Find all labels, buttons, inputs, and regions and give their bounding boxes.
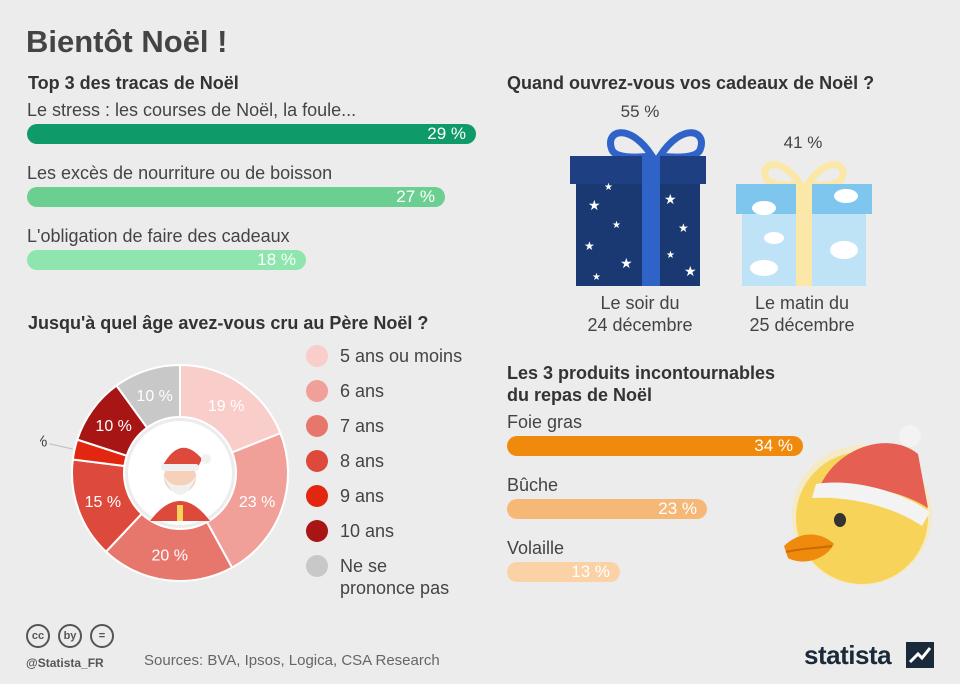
produit-bar: 34 % (507, 436, 803, 456)
legend-label: prononce pas (340, 578, 450, 598)
legend-label: 9 ans (340, 486, 385, 506)
gifts-illustration: ★ ★ ★ ★ ★ ★ ★ ★ ★ ★ (570, 129, 872, 286)
donut-slice (205, 431, 289, 569)
legend-label: 8 ans (340, 451, 385, 471)
svg-text:★: ★ (666, 250, 675, 261)
svg-text:★: ★ (584, 239, 595, 253)
tracas-label: Les excès de nourriture ou de boisson (27, 163, 333, 183)
legend-swatch (306, 345, 328, 367)
produit-label: Volaille (507, 538, 565, 558)
tracas-label: L'obligation de faire des cadeaux (27, 226, 290, 246)
svg-text:★: ★ (588, 198, 601, 214)
legend-label: 6 ans (340, 381, 385, 401)
svg-text:★: ★ (592, 272, 601, 283)
donut-slice (115, 363, 181, 430)
gift-caption-25-line2: 25 décembre (749, 315, 855, 335)
gift-caption-24-line1: Le soir du (600, 293, 680, 313)
page-title: Bientôt Noël ! (26, 24, 228, 59)
svg-text:★: ★ (678, 221, 689, 235)
statista-logo-icon (906, 642, 934, 668)
produits-heading: Les 3 produits incontournables du repas … (507, 362, 775, 406)
donut-label: 3 % (40, 433, 47, 450)
tracas-heading: Top 3 des tracas de Noël (28, 73, 239, 93)
produit-label: Foie gras (507, 412, 583, 432)
gift-value-24: 55 % (620, 102, 660, 121)
gift-value-25: 41 % (783, 133, 823, 152)
donut-label: 20 % (151, 547, 187, 564)
chick-santa-icon (784, 425, 932, 585)
legend-label: 7 ans (340, 416, 385, 436)
santa-icon (128, 421, 232, 525)
tracas-bar: 29 % (27, 124, 476, 144)
svg-text:★: ★ (620, 256, 633, 272)
tracas-label: Le stress : les courses de Noël, la foul… (27, 100, 357, 120)
legend-label: Ne se (340, 556, 388, 576)
donut-label: 23 % (239, 494, 275, 511)
cc-license: cc by = (26, 624, 114, 648)
age-donut-chart: 19 % 23 % 20 % 15 % 3 % 10 % 10 % (40, 363, 289, 582)
sources: Sources: BVA, Ipsos, Logica, CSA Researc… (144, 652, 440, 669)
donut-label: 10 % (136, 388, 172, 405)
legend-label: 5 ans ou moins (340, 346, 463, 366)
tracas-bar: 18 % (27, 250, 306, 270)
legend-swatch (306, 555, 328, 577)
age-heading: Jusqu'à quel âge avez-vous cru au Père N… (28, 313, 429, 333)
donut-label: 10 % (95, 418, 131, 435)
svg-text:★: ★ (612, 220, 621, 231)
gift-caption-24: Le soir du 24 décembre (560, 292, 720, 336)
gift-caption-25: Le matin du 25 décembre (722, 292, 882, 336)
tracas-bar: 27 % (27, 187, 445, 207)
donut-label: 19 % (208, 398, 244, 415)
statista-logo[interactable]: statista (804, 640, 892, 670)
cadeaux-heading: Quand ouvrez-vous vos cadeaux de Noël ? (507, 73, 875, 93)
donut-label: 15 % (85, 494, 121, 511)
legend-label: 10 ans (340, 521, 395, 541)
svg-text:★: ★ (664, 192, 677, 208)
legend-swatch (306, 450, 328, 472)
svg-text:★: ★ (604, 182, 613, 193)
legend-swatch (306, 520, 328, 542)
legend-swatch (306, 485, 328, 507)
svg-text:★: ★ (684, 264, 697, 280)
twitter-handle[interactable]: @Statista_FR (26, 656, 104, 670)
legend-swatch (306, 380, 328, 402)
produit-label: Bûche (507, 475, 559, 495)
gift-caption-25-line1: Le matin du (754, 293, 850, 313)
produit-bar: 13 % (507, 562, 620, 582)
produits-heading-line1: Les 3 produits incontournables (507, 363, 776, 383)
legend-swatch (306, 415, 328, 437)
gift-caption-24-line2: 24 décembre (587, 315, 693, 335)
gift-night-icon: ★ ★ ★ ★ ★ ★ ★ ★ ★ ★ (570, 129, 706, 286)
produit-bar: 23 % (507, 499, 707, 519)
gift-morning-icon (736, 161, 872, 286)
cc-icon: cc (26, 624, 50, 648)
nd-icon: = (90, 624, 114, 648)
donut-leader-line (49, 443, 73, 450)
produits-heading-line2: du repas de Noël (507, 385, 653, 405)
by-icon: by (58, 624, 82, 648)
